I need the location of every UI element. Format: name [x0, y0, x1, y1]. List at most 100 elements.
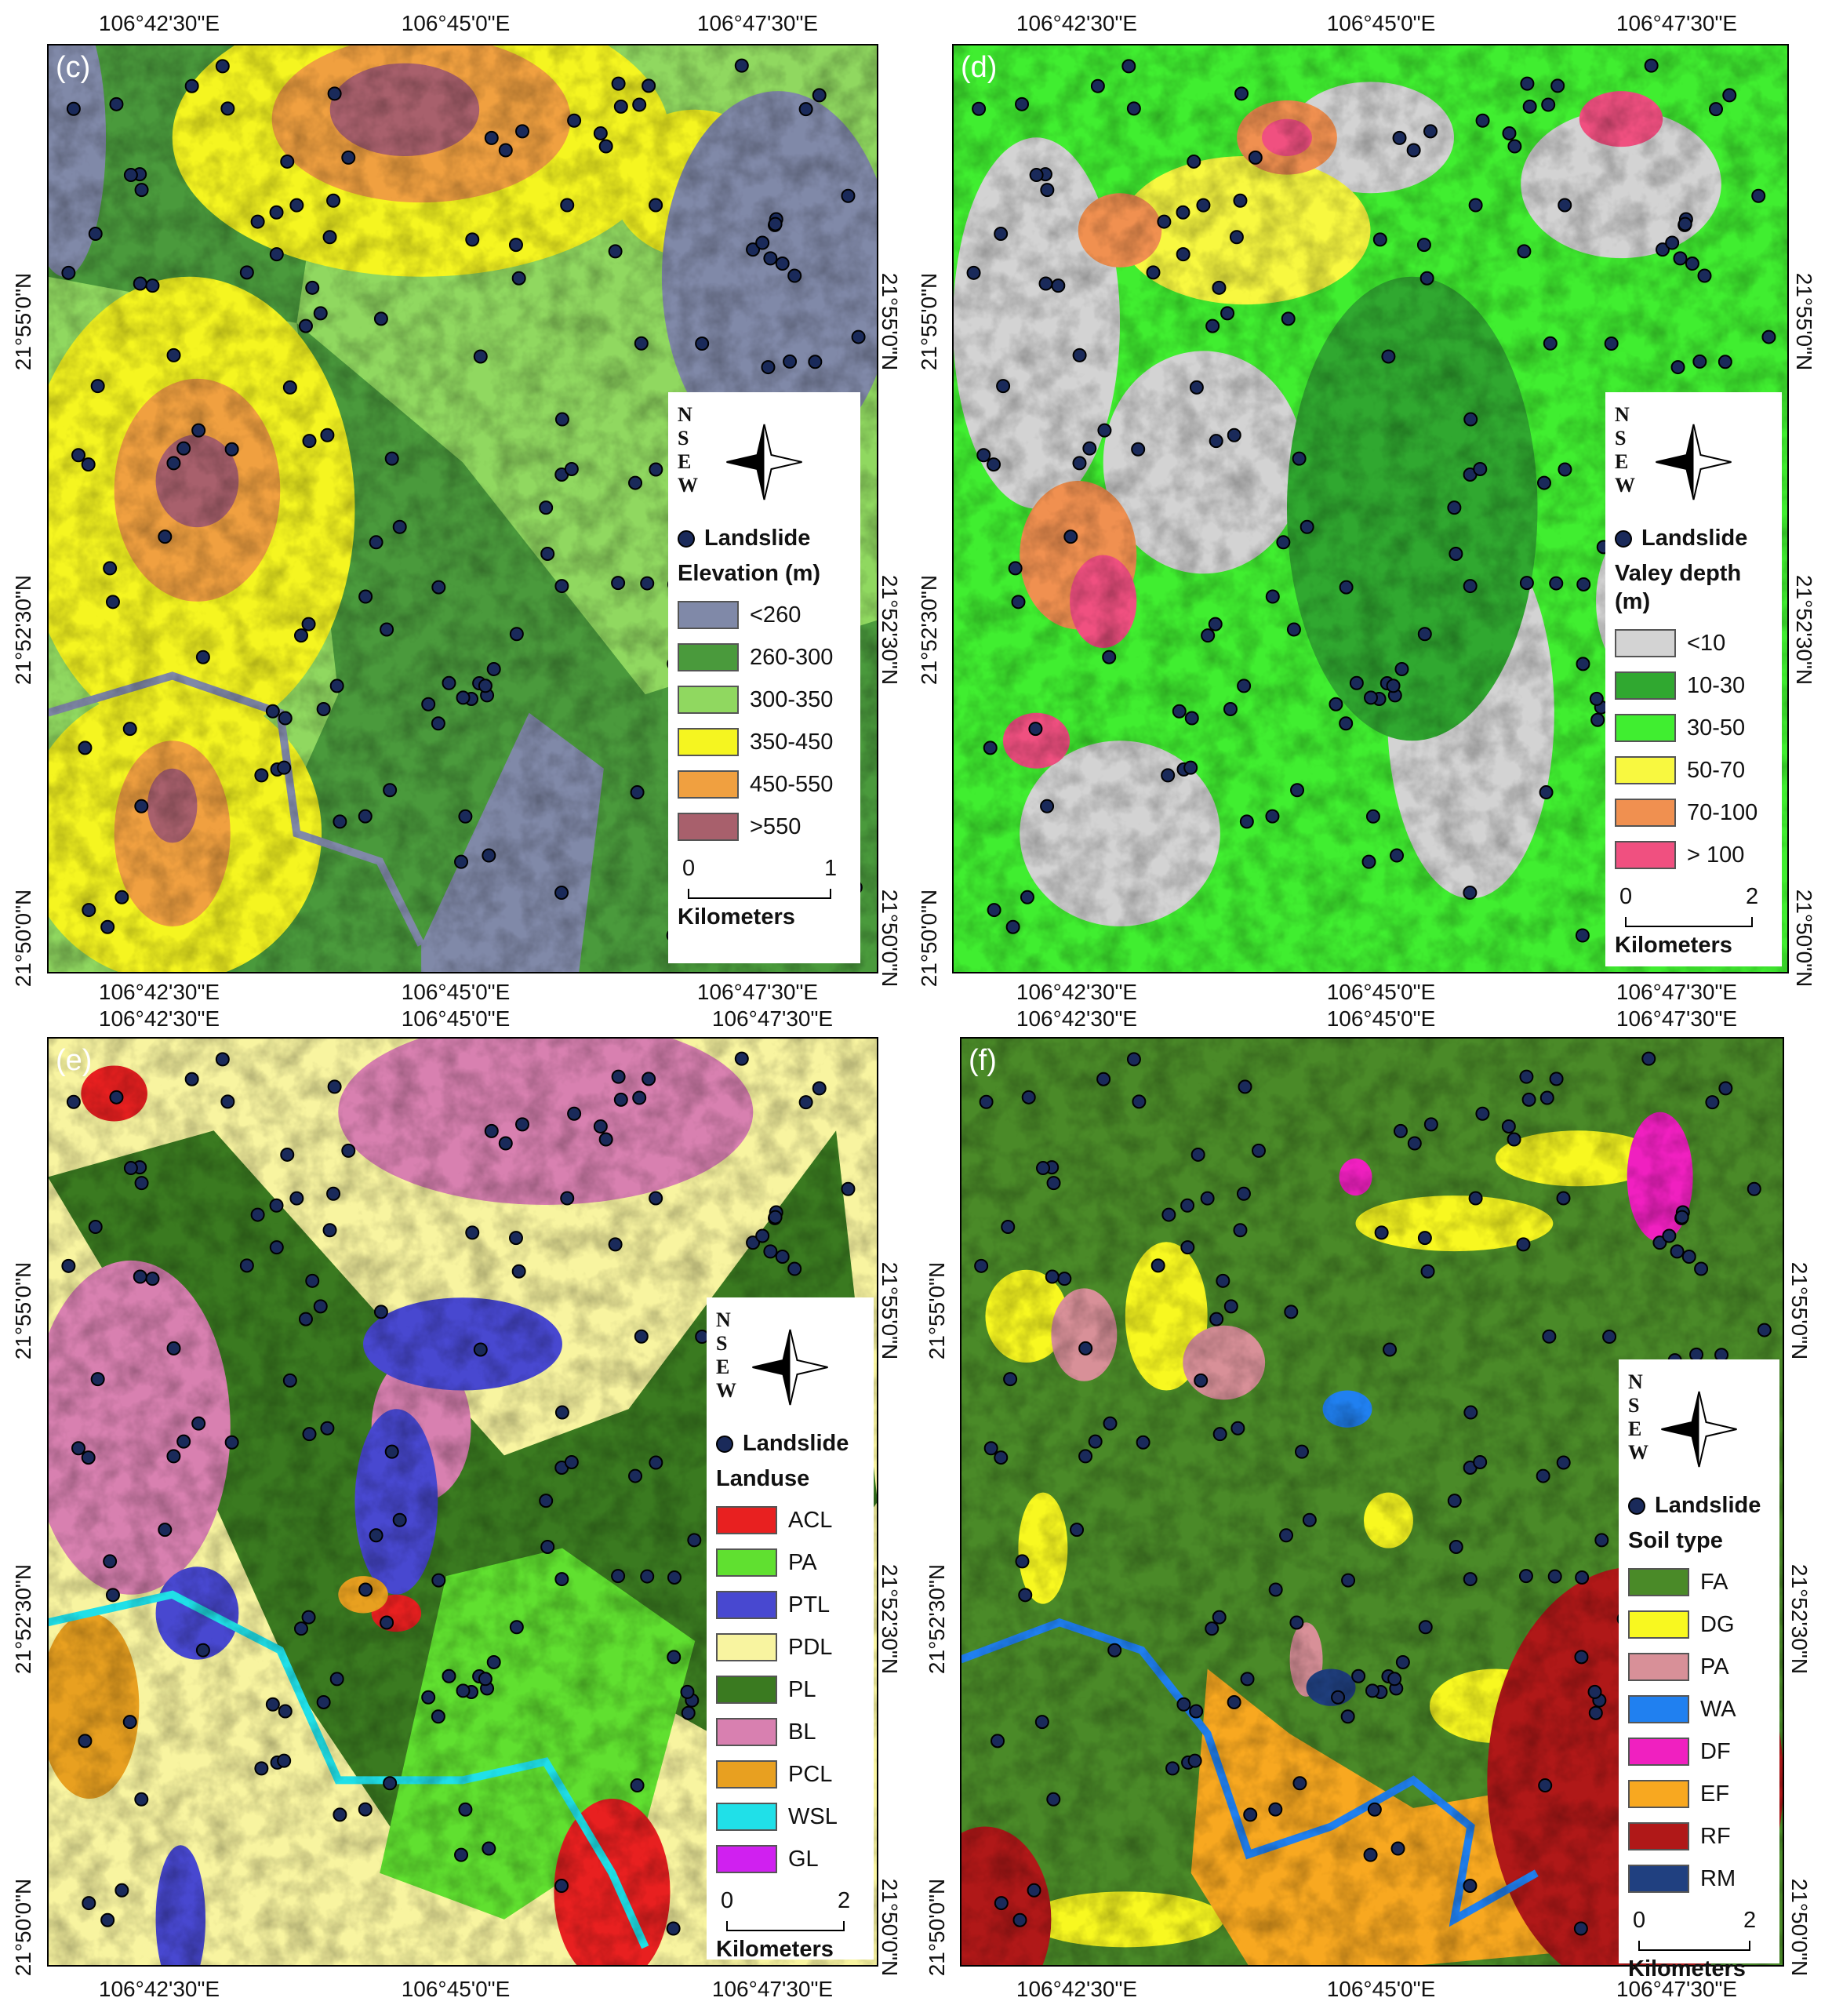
landslide-point — [1416, 238, 1431, 253]
landslide-point — [1423, 124, 1438, 139]
landslide-point — [289, 1191, 304, 1206]
landslide-point — [1339, 580, 1354, 595]
landslide-point — [841, 188, 856, 203]
landslide-point — [90, 1372, 105, 1387]
landslide-point — [1045, 1269, 1060, 1284]
landslide-point — [1463, 1879, 1478, 1894]
landslide-point — [1463, 886, 1478, 901]
landslide-point — [380, 622, 394, 637]
landslide-point — [78, 1734, 93, 1749]
landslide-point — [508, 238, 523, 253]
legend-swatch — [678, 813, 739, 841]
landslide-point — [184, 78, 199, 93]
legend-item: BL — [716, 1711, 864, 1753]
landslide-point — [1589, 691, 1604, 706]
legend-landslide: Landslide — [1615, 526, 1772, 551]
landslide-point — [1516, 1237, 1531, 1252]
landslide-point — [1341, 1573, 1356, 1588]
landslide-point — [1276, 535, 1291, 550]
landslide-point — [539, 500, 554, 515]
legend-label: PL — [788, 1676, 816, 1702]
landslide-point — [1292, 451, 1307, 466]
landslide-point — [1644, 58, 1659, 73]
landslide-point — [1549, 1072, 1564, 1086]
legend-item: 300-350 — [678, 679, 851, 721]
legend-swatch — [1615, 799, 1676, 827]
landslide-point — [341, 1143, 356, 1158]
landslide-point — [280, 154, 295, 169]
legend-label: 260-300 — [750, 644, 834, 670]
landslide-point — [254, 768, 269, 783]
legend-label: DG — [1700, 1611, 1735, 1637]
compass-s: S — [716, 1332, 728, 1355]
landslide-point — [1223, 701, 1238, 716]
landslide-point — [215, 59, 230, 74]
landslide-point — [1240, 1672, 1255, 1687]
landslide-point — [134, 799, 149, 813]
landslide-point — [1161, 768, 1176, 783]
lon-label: 106°42'30"E — [1016, 980, 1138, 1004]
lon-label: 106°42'30"E — [98, 1977, 220, 2001]
landslide-point — [1747, 1181, 1761, 1196]
landslide-point — [1131, 442, 1146, 457]
landslide-point — [666, 1921, 681, 1936]
landslide-point — [1507, 1132, 1521, 1147]
landslide-point — [145, 1272, 160, 1286]
landslide-point — [775, 256, 790, 271]
landslide-point — [1103, 1416, 1118, 1431]
legend-swatch — [716, 1591, 777, 1619]
legend-item: RF — [1628, 1815, 1770, 1858]
landslide-point — [514, 1117, 529, 1132]
landslide-symbol — [716, 1435, 733, 1453]
legend-item: <10 — [1615, 622, 1772, 664]
landslide-point — [1520, 76, 1535, 91]
landslide-point — [1547, 1569, 1562, 1584]
legend-swatch — [716, 1676, 777, 1704]
lon-label: 106°45'0"E — [1326, 1006, 1436, 1031]
landslide-point — [1718, 1081, 1733, 1096]
landslide-point — [667, 1570, 682, 1585]
landslide-point — [478, 1672, 493, 1687]
landslide-point — [1051, 278, 1066, 293]
landslide-point — [1252, 1143, 1267, 1158]
legend-label: > 100 — [1687, 842, 1745, 868]
landslide-point — [1367, 1802, 1382, 1817]
landslide-point — [1034, 1715, 1049, 1730]
landslide-point — [787, 1261, 802, 1276]
landslide-point — [1176, 205, 1190, 220]
landslide-point — [134, 1792, 149, 1807]
landslide-point — [1212, 1427, 1227, 1442]
landslide-point — [1447, 500, 1462, 515]
landslide-point — [316, 701, 331, 716]
legend-item: PCL — [716, 1753, 864, 1796]
lat-label: 21°52'30"N — [1792, 574, 1816, 686]
landslide-point — [687, 1533, 702, 1548]
landslide-point — [608, 244, 623, 259]
landslide-point — [66, 101, 81, 116]
landslide-point — [560, 198, 575, 213]
landslide-point — [1268, 1802, 1283, 1817]
landslide-point — [851, 329, 866, 344]
landslide-point — [1392, 130, 1407, 145]
landslide-point — [305, 280, 320, 295]
landslide-point — [1705, 1095, 1720, 1110]
landslide-point — [812, 88, 827, 103]
landslide-point — [123, 1161, 138, 1176]
legend-label: 10-30 — [1687, 672, 1746, 698]
lon-label: 106°47'30"E — [1616, 1977, 1738, 2001]
landslide-point — [1015, 96, 1030, 111]
landslide-point — [239, 1258, 254, 1273]
landslide-point — [987, 903, 1001, 918]
landslide-point — [458, 1802, 473, 1817]
landslide-point — [1538, 1778, 1553, 1793]
panel-label: (d) — [961, 51, 998, 84]
landslide-point — [320, 1421, 335, 1436]
landslide-point — [763, 1244, 778, 1259]
landslide-point — [1146, 265, 1161, 280]
landslide-point — [634, 1329, 649, 1344]
lon-label: 106°47'30"E — [1616, 1006, 1738, 1031]
landslide-point — [289, 198, 304, 213]
landslide-point — [220, 101, 235, 116]
landslide-point — [166, 456, 181, 471]
